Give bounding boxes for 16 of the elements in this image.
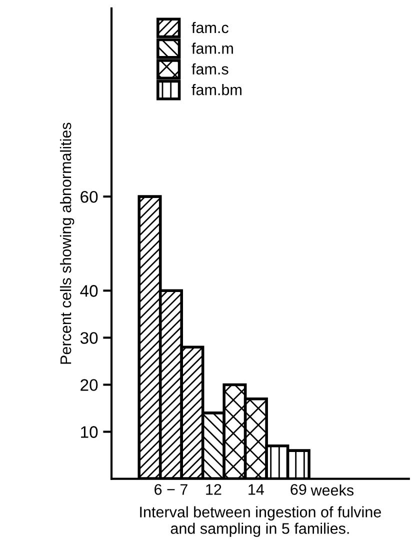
legend-label: fam.s	[192, 63, 228, 75]
y-tick-label: 30	[80, 332, 98, 344]
y-tick-label: 10	[81, 426, 98, 438]
x-tick-label: 69	[290, 484, 306, 495]
x-tick-label: 6 − 7	[154, 484, 188, 495]
legend-label: fam.bm	[192, 84, 242, 96]
legend-label: fam.m	[192, 42, 233, 54]
text: weeks	[310, 484, 354, 496]
y-axis-title: Percent cells showing abnormalities	[60, 122, 74, 364]
legend-label: fam.c	[192, 22, 228, 34]
x-tick-label: 12	[206, 484, 222, 495]
y-tick-label: 40	[80, 285, 98, 297]
x-axis-title: Interval between ingestion of fulvine and sampling in 5 families.	[140, 506, 381, 537]
x-tick-label: 14	[248, 484, 264, 495]
y-tick-label: 20	[80, 379, 98, 391]
y-tick-label: 60	[80, 190, 98, 203]
